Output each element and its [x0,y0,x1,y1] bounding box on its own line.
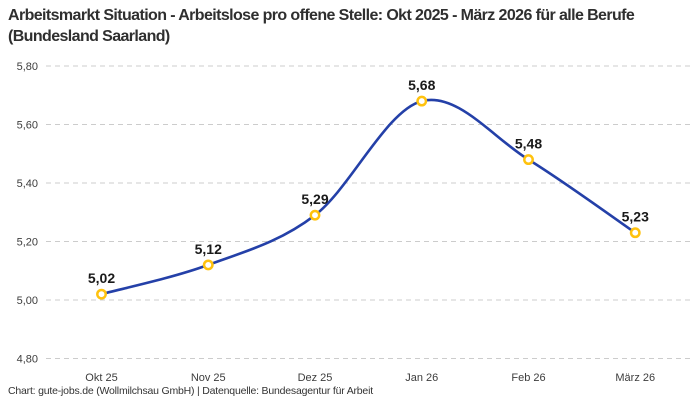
data-point-marker[interactable] [523,154,534,166]
data-point-label: 5,02 [88,270,115,286]
data-point-label: 5,12 [195,241,222,257]
y-axis-tick-label: 5,20 [17,237,38,249]
y-axis-tick-label: 5,00 [17,295,38,307]
data-point-label: 5,68 [408,77,435,93]
data-point-label: 5,23 [622,209,649,225]
x-axis-tick-label: Jan 26 [405,372,438,384]
data-point-marker[interactable] [416,95,428,107]
y-axis-tick-label: 5,40 [17,178,38,190]
y-axis-tick-label: 5,80 [17,61,38,73]
chart-credit: Chart: gute-jobs.de (Wollmilchsau GmbH) … [8,385,373,397]
x-axis-tick-label: März 26 [615,372,655,384]
data-point-label: 5,29 [301,191,328,207]
data-point-label: 5,48 [515,136,542,152]
data-point-marker[interactable] [629,227,641,239]
data-point-marker[interactable] [96,288,107,300]
line-series [100,98,637,296]
x-axis-tick-label: Dez 25 [298,372,333,384]
data-point-marker[interactable] [202,259,214,271]
y-axis-tick-label: 5,60 [17,120,38,132]
x-axis-tick-label: Feb 26 [511,372,545,384]
chart-title: Arbeitsmarkt Situation - Arbeitslose pro… [8,7,635,45]
x-axis-tick-label: Nov 25 [191,372,226,384]
x-axis-tick-label: Okt 25 [85,372,117,384]
data-point-marker[interactable] [309,209,321,221]
y-axis-tick-label: 4,80 [17,354,38,366]
